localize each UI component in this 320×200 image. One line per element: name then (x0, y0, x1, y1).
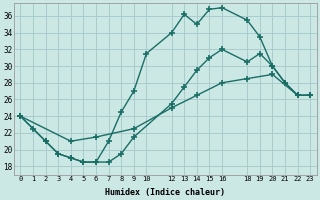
X-axis label: Humidex (Indice chaleur): Humidex (Indice chaleur) (105, 188, 225, 197)
